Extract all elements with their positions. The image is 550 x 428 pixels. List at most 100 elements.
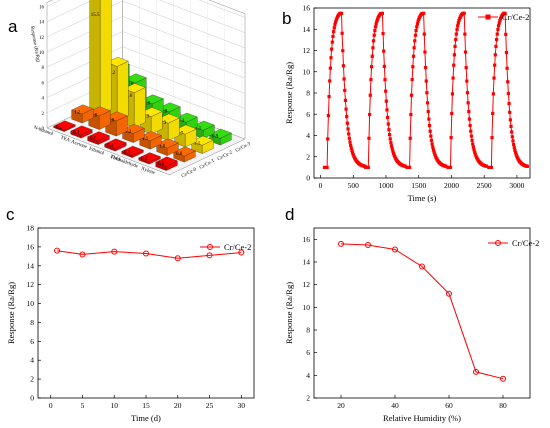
- data-point: [346, 127, 350, 131]
- x-tick-label: 1000: [379, 181, 394, 190]
- data-point: [326, 137, 330, 141]
- data-point: [348, 140, 352, 144]
- data-point: [381, 31, 385, 36]
- data-point: [328, 66, 332, 70]
- data-point: [339, 11, 344, 15]
- legend-label: Cr/Ce-2: [224, 242, 251, 252]
- data-point: [347, 132, 351, 136]
- data-point: [343, 98, 348, 103]
- y-tick-label: 12: [27, 280, 35, 289]
- grid-line: [46, 31, 246, 79]
- y-tick-label: 0: [30, 394, 34, 403]
- data-point: [416, 19, 420, 23]
- data-point: [371, 46, 375, 50]
- data-point: [463, 32, 467, 36]
- data-point: [414, 29, 418, 33]
- bar-top: [173, 146, 196, 157]
- bar-top: [124, 73, 147, 84]
- data-point: [350, 149, 354, 153]
- bar-top: [122, 124, 145, 134]
- data-point: [433, 152, 437, 156]
- grid-line: [46, 0, 246, 49]
- data-point: [351, 151, 355, 155]
- data-point: [507, 102, 511, 106]
- data-point: [364, 165, 368, 169]
- bar-value-label: 1.2: [125, 130, 132, 135]
- data-point: [390, 147, 394, 151]
- data-point: [375, 17, 380, 21]
- data-point: [389, 141, 393, 145]
- data-point: [429, 134, 433, 138]
- data-point: [469, 134, 474, 138]
- z-tick-label: 12: [39, 36, 45, 41]
- data-point: [495, 37, 499, 42]
- x-tick-label: 20: [174, 401, 182, 410]
- x-tick-label: 0: [319, 181, 323, 190]
- data-point: [373, 25, 378, 29]
- bar-top: [192, 120, 215, 131]
- data-point: [456, 24, 460, 28]
- data-point: [380, 11, 384, 15]
- z-tick-label: 6: [42, 81, 45, 86]
- data-point: [512, 146, 516, 150]
- panel-a: a 0 2 4 6 8 10 12 14 16 Response (Ra/Rg) 0.9 1.1 1.3…: [8, 0, 252, 179]
- data-point: [322, 165, 327, 169]
- legend-marker: [207, 244, 213, 250]
- panel-c-letter: c: [6, 205, 15, 224]
- y-tick-label: 8: [306, 326, 310, 335]
- data-point: [446, 165, 450, 169]
- y-tick-label: 14: [27, 261, 35, 270]
- grid-line: [46, 0, 246, 18]
- data-point: [471, 142, 475, 146]
- x-tick-label: 2500: [477, 181, 492, 190]
- data-point: [349, 146, 353, 150]
- data-point: [430, 142, 434, 146]
- data-point: [412, 46, 416, 50]
- data-point: [343, 88, 347, 93]
- data-point: [452, 53, 456, 57]
- data-point: [432, 150, 436, 154]
- bar-value-label: 0.4: [73, 131, 80, 136]
- panel-d-letter: d: [285, 205, 294, 224]
- data-point: [345, 115, 349, 119]
- data-point: [431, 148, 436, 152]
- data-point: [467, 117, 472, 121]
- bar-top: [106, 56, 129, 67]
- y-tick-label: 8: [30, 318, 34, 327]
- data-point: [431, 145, 435, 149]
- data-point: [328, 79, 332, 83]
- data-point: [466, 101, 470, 105]
- bar-value-label: 1.3: [178, 119, 185, 124]
- data-point: [375, 19, 379, 23]
- data-point: [329, 56, 333, 60]
- y-tick-label: 2: [306, 394, 310, 403]
- x-axis-title: Relative Humidity (%): [383, 413, 461, 423]
- data-point: [467, 109, 471, 114]
- data-point: [504, 50, 509, 55]
- bar-top: [123, 83, 146, 93]
- bar-value-label: 1.1: [195, 127, 202, 132]
- data-point: [444, 164, 448, 168]
- y-tick-label: 4: [30, 356, 34, 365]
- grid-line: [46, 46, 246, 94]
- y-tick-label: 8: [306, 89, 310, 98]
- data-point: [327, 94, 331, 99]
- y-tick-label: 14: [303, 258, 311, 267]
- panel-d: d 20 40 60 80 2 4 6 8 10 12 14 16 Relative Humidity …: [284, 205, 539, 423]
- data-point: [498, 19, 502, 23]
- data-point: [387, 128, 391, 132]
- z-tick-label: 4: [42, 97, 45, 102]
- y-tick-label: 14: [303, 25, 311, 34]
- data-point: [365, 242, 371, 248]
- y-axis-title: Response (Ra/Rg): [284, 282, 294, 344]
- data-point: [472, 148, 476, 152]
- y-tick-label: 2: [30, 375, 34, 384]
- data-point: [463, 50, 468, 54]
- data-point: [143, 250, 149, 257]
- bar-top: [71, 104, 94, 115]
- data-point: [374, 22, 378, 26]
- y-tick-label: 10: [303, 67, 311, 76]
- bar-top: [138, 152, 161, 163]
- data-point: [79, 251, 86, 258]
- data-point: [417, 17, 421, 21]
